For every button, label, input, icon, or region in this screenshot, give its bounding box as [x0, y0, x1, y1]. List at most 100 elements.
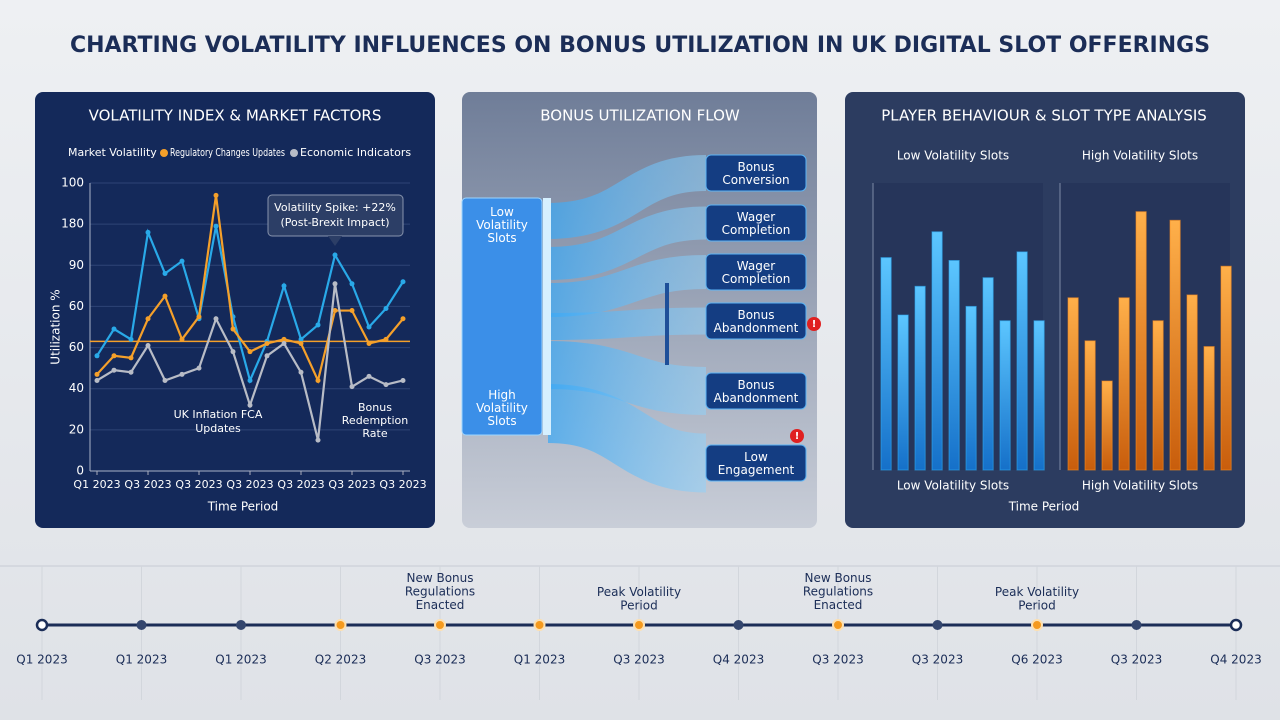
data-point	[213, 192, 219, 198]
data-point	[366, 373, 372, 379]
timeline-event-line: Period	[620, 598, 657, 612]
bar	[1033, 320, 1045, 471]
bar	[897, 314, 909, 471]
data-point	[383, 336, 389, 342]
data-point	[383, 382, 389, 388]
bar	[931, 231, 943, 471]
y-tick-label: 20	[69, 422, 84, 436]
bar	[999, 320, 1011, 471]
y-tick-label: 90	[69, 258, 84, 272]
data-point	[366, 324, 372, 330]
timeline-event: New Bonus Regulations Enacted	[803, 571, 873, 612]
data-point	[247, 349, 253, 355]
timeline-event: New Bonus Regulations Enacted	[405, 571, 475, 612]
data-point	[94, 353, 100, 359]
data-point	[315, 322, 321, 328]
bar	[1186, 294, 1198, 471]
timeline-dot	[434, 619, 446, 631]
annotation-line: Bonus	[358, 401, 392, 414]
split-bar	[665, 283, 669, 365]
target-node	[705, 154, 807, 192]
annotation: Bonus Redemption Rate	[342, 401, 408, 440]
annotation: UK Inflation FCA Updates	[174, 408, 263, 435]
data-point	[281, 340, 287, 346]
data-point	[196, 314, 202, 320]
legend-label: Market Volatility	[68, 146, 157, 159]
source-node	[461, 197, 543, 436]
timeline-label: Q1 2023	[215, 653, 266, 667]
bar	[982, 277, 994, 471]
data-point	[400, 316, 406, 322]
flow-link	[547, 307, 707, 340]
annotation-line: (Post-Brexit Impact)	[281, 216, 390, 229]
legend-swatch	[290, 149, 298, 157]
y-tick-label: 60	[69, 299, 84, 313]
data-point	[298, 340, 304, 346]
legend-text: Market Volatility	[68, 146, 157, 159]
page-title: CHARTING VOLATILITY INFLUENCES ON BONUS …	[70, 33, 1210, 58]
timeline-label: Q3 2023	[1111, 653, 1162, 667]
data-point	[94, 371, 100, 377]
timeline-dot	[832, 619, 844, 631]
timeline-label: Q6 2023	[1011, 653, 1062, 667]
target-label-line: Abandonment	[714, 321, 799, 335]
target-node	[705, 302, 807, 340]
x-tick-label: Q3 2023	[175, 478, 222, 491]
data-point	[315, 377, 321, 383]
source-label: Low Volatility Slots	[476, 205, 528, 245]
group-label: Low Volatility Slots	[897, 479, 1009, 493]
chart-title: VOLATILITY INDEX & MARKET FACTORS	[89, 107, 382, 125]
timeline-dot	[136, 620, 147, 630]
target-label-line: Bonus	[737, 160, 774, 174]
source-label: High Volatility Slots	[476, 388, 528, 428]
target-node	[705, 253, 807, 291]
alert-icon	[790, 429, 804, 443]
group-label: Low Volatility Slots	[897, 149, 1009, 163]
data-point	[230, 349, 236, 355]
data-point	[145, 229, 151, 235]
data-point	[162, 293, 168, 299]
timeline-event-line: Enacted	[814, 598, 863, 612]
bar	[1101, 380, 1113, 471]
timeline-dot	[533, 619, 546, 631]
data-point	[264, 340, 270, 346]
data-point	[264, 353, 270, 359]
data-point	[281, 336, 287, 342]
data-point	[179, 371, 185, 377]
timeline-label: Q3 2023	[812, 653, 863, 667]
x-tick-label: Q1 2023	[73, 478, 120, 491]
timeline-event-line: Period	[1018, 598, 1055, 612]
target-node	[705, 372, 807, 410]
data-point	[349, 308, 355, 314]
legend-swatch	[160, 149, 168, 157]
data-point	[332, 308, 338, 314]
x-axis-label: Time Period	[207, 500, 279, 514]
data-point	[349, 384, 355, 390]
source-bar	[543, 198, 551, 435]
data-point	[111, 353, 117, 359]
data-point	[196, 365, 202, 371]
data-point	[383, 305, 389, 311]
timeline-label: Q4 2023	[1210, 653, 1261, 667]
group-label: High Volatility Slots	[1082, 149, 1198, 163]
alert-icon	[807, 317, 821, 331]
bar	[965, 305, 977, 471]
data-point	[247, 402, 253, 408]
y-tick-label: 180	[61, 217, 84, 231]
timeline-dot	[733, 620, 744, 630]
data-point	[332, 281, 338, 287]
timeline-event-line: New Bonus	[804, 571, 871, 585]
flow-link	[547, 206, 707, 280]
x-axis-label: Time Period	[1008, 500, 1080, 514]
alert-icon: !	[795, 431, 800, 442]
bar	[1169, 219, 1181, 471]
y-tick-label: 60	[69, 340, 84, 354]
flow-link	[547, 384, 708, 493]
annotation-pointer	[328, 236, 342, 246]
flow-link	[547, 155, 707, 239]
y-tick-label: 100	[61, 176, 84, 190]
x-tick-label: Q3 2023	[124, 478, 171, 491]
data-point	[213, 316, 219, 322]
target-label-line: Completion	[722, 272, 791, 286]
